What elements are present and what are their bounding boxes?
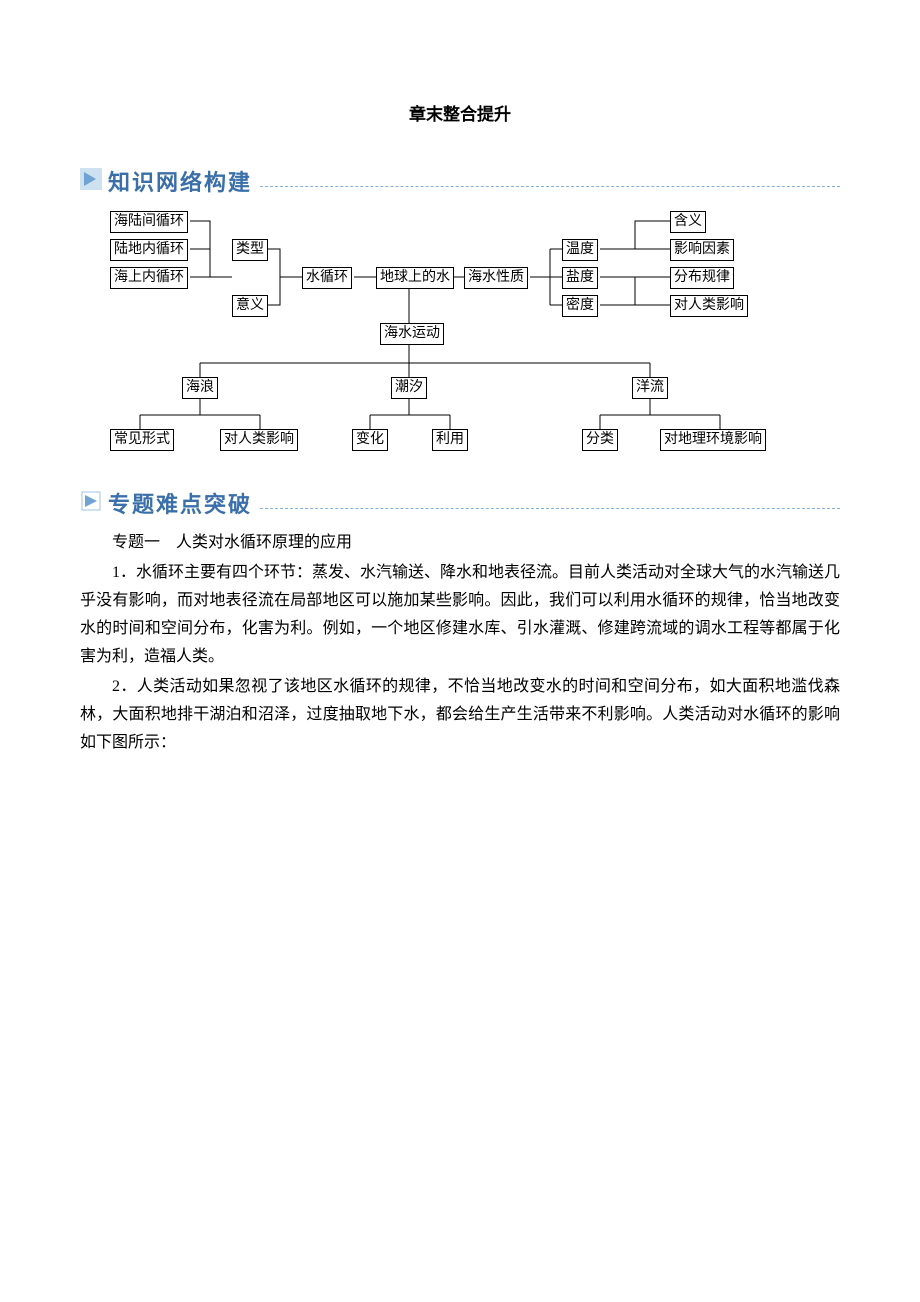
node-classification: 分类 [582,429,618,451]
node-land-inner-cycle: 陆地内循环 [110,239,188,261]
knowledge-diagram: 海陆间循环 陆地内循环 海上内循环 类型 意义 水循环 地球上的水 海水性质 温… [80,207,840,467]
node-current: 洋流 [632,377,668,399]
node-wave: 海浪 [182,377,218,399]
section1-dashline [260,176,840,187]
subheading-topic1: 专题一 人类对水循环原理的应用 [80,529,840,557]
node-seawater-property: 海水性质 [464,267,528,289]
node-common-forms: 常见形式 [110,429,174,451]
section1-header: 知识网络构建 [80,165,840,197]
section1-label: 知识网络构建 [108,165,252,197]
node-definition: 含义 [670,211,706,233]
node-water-on-earth: 地球上的水 [376,267,454,289]
node-salinity: 盐度 [562,267,598,289]
node-human-impact: 对人类影响 [670,295,748,317]
node-seawater-motion: 海水运动 [380,323,444,345]
node-meaning: 意义 [232,295,268,317]
section2-dashline [260,498,840,509]
node-sea-land-cycle: 海陆间循环 [110,211,188,233]
node-distribution: 分布规律 [670,267,734,289]
paragraph-2: 2．人类活动如果忽视了该地区水循环的规律，不恰当地改变水的时间和空间分布，如大面… [80,673,840,757]
node-change: 变化 [352,429,388,451]
node-human-impact-2: 对人类影响 [220,429,298,451]
page-title: 章末整合提升 [80,100,840,125]
section1-arrow-icon [80,168,102,195]
node-tide: 潮汐 [391,377,427,399]
node-sea-inner-cycle: 海上内循环 [110,267,188,289]
node-temperature: 温度 [562,239,598,261]
node-factors: 影响因素 [670,239,734,261]
section2-header: 专题难点突破 [80,487,840,519]
section2-label: 专题难点突破 [108,487,252,519]
section2-arrow-icon [80,490,102,517]
paragraph-1: 1．水循环主要有四个环节：蒸发、水汽输送、降水和地表径流。目前人类活动对全球大气… [80,559,840,671]
node-type: 类型 [232,239,268,261]
node-density: 密度 [562,295,598,317]
node-geo-impact: 对地理环境影响 [660,429,766,451]
node-water-cycle: 水循环 [302,267,352,289]
node-use: 利用 [432,429,468,451]
